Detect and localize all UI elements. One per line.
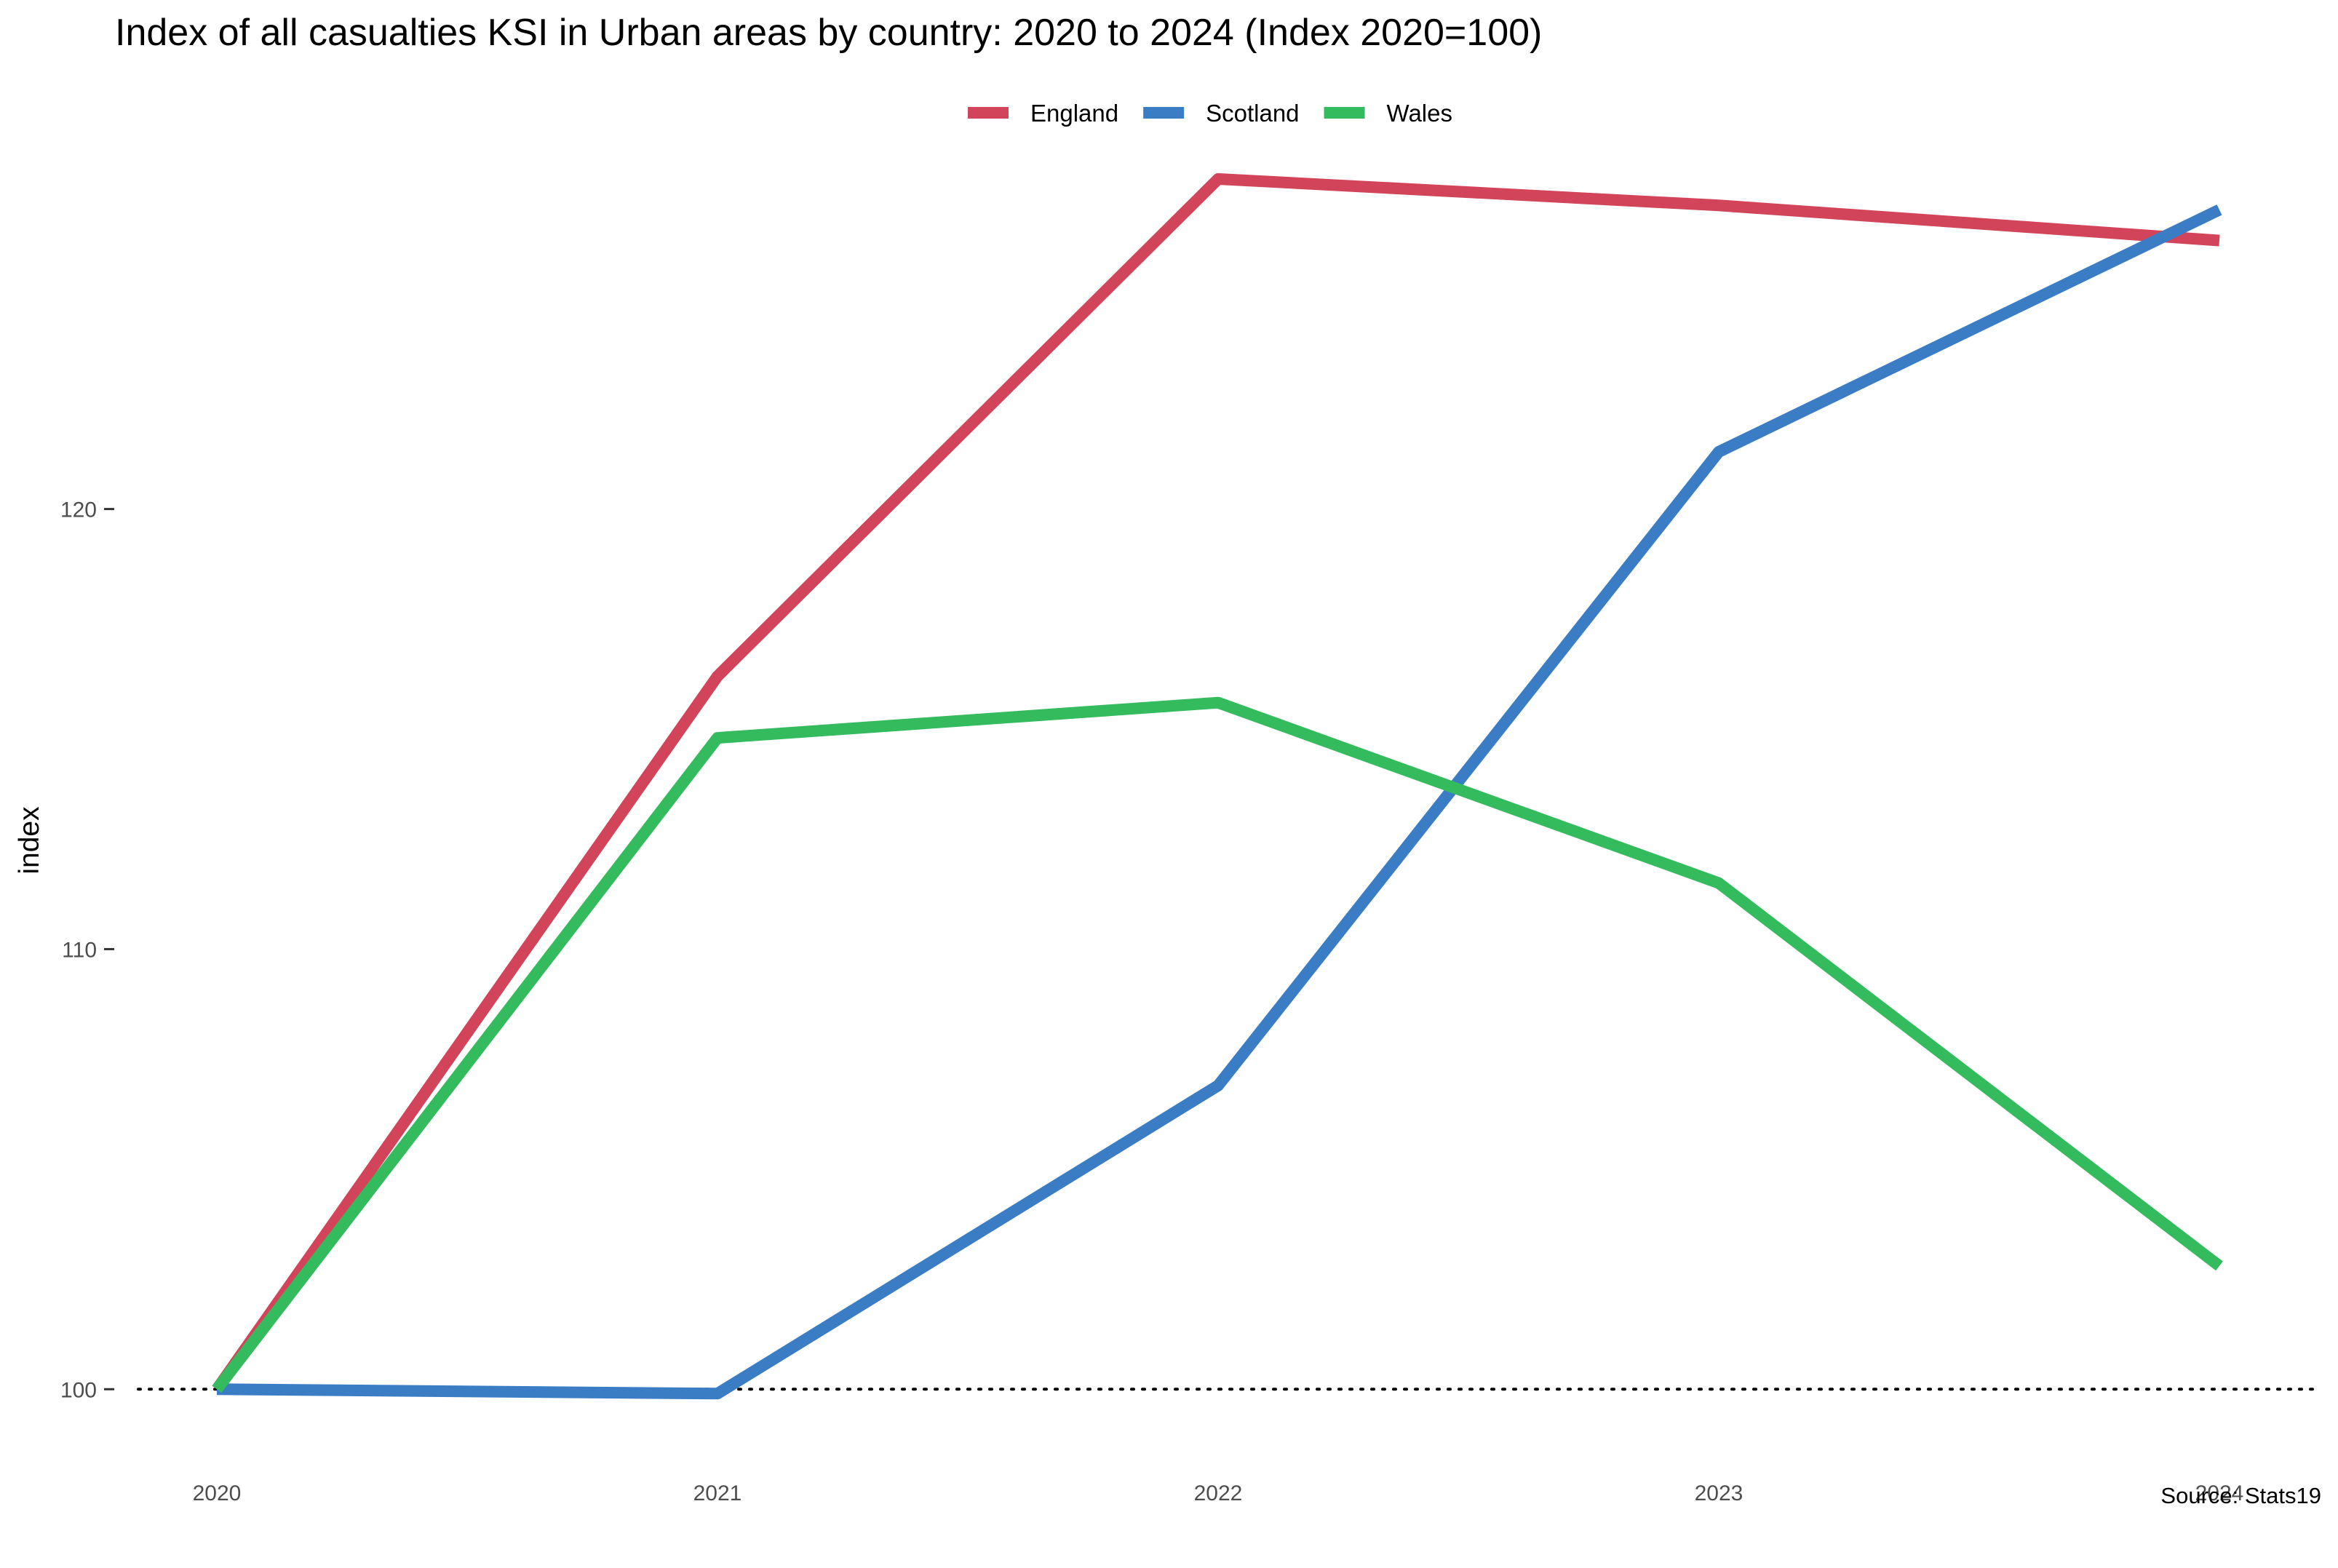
- y-tick-label: 100: [60, 1378, 97, 1402]
- series-line-scotland: [216, 204, 2222, 1400]
- series-line-england: [212, 173, 2220, 1393]
- x-tick-label: 2021: [693, 1481, 742, 1505]
- x-tick-label: 2024: [2195, 1481, 2244, 1505]
- x-tick-label: 2020: [193, 1481, 242, 1505]
- legend-label-wales: Wales: [1387, 100, 1452, 127]
- series-lines: [212, 173, 2223, 1400]
- source-caption: Source: Stats19: [2160, 1483, 2321, 1508]
- y-axis-title: index: [14, 806, 45, 875]
- series-line-wales: [212, 696, 2223, 1393]
- y-tick-label: 120: [60, 498, 97, 522]
- legend-label-scotland: Scotland: [1206, 100, 1299, 127]
- x-axis: 2020 2021 2022 2023 2024: [193, 1481, 2244, 1505]
- x-tick-label: 2023: [1695, 1481, 1743, 1505]
- chart-title: Index of all casualties KSI in Urban are…: [115, 12, 1542, 54]
- x-tick-label: 2022: [1194, 1481, 1243, 1505]
- y-axis: 100 110 120: [60, 498, 114, 1402]
- legend: England Scotland Wales: [968, 100, 1452, 127]
- y-tick-label: 110: [62, 938, 97, 962]
- legend-label-england: England: [1030, 100, 1118, 127]
